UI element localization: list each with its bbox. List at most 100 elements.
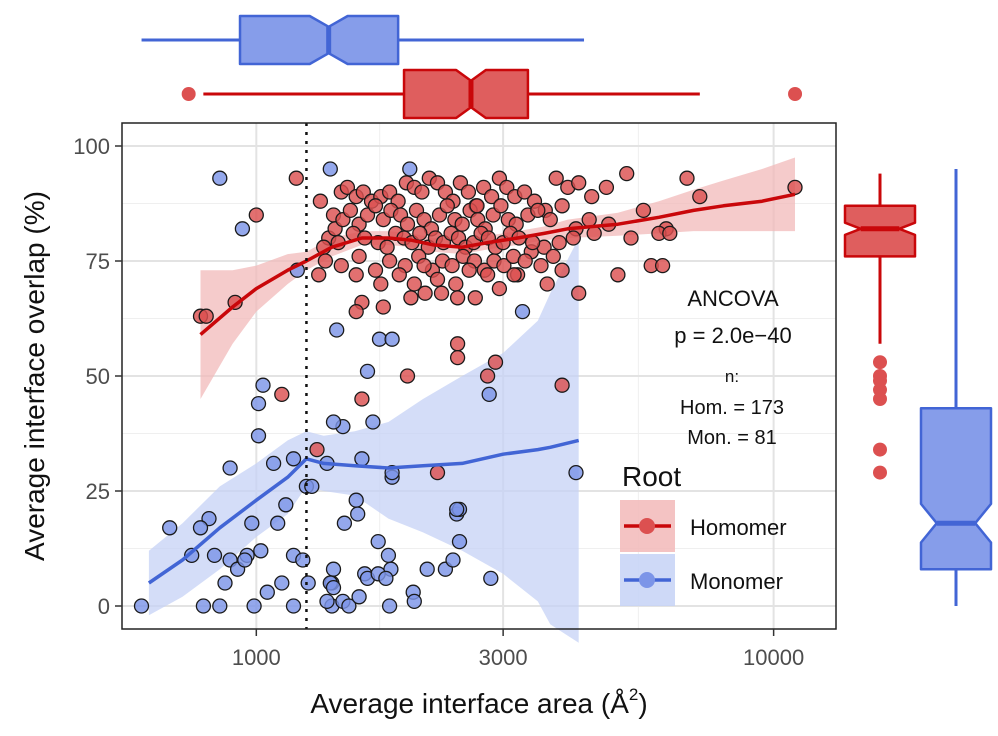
point-monomer — [402, 161, 418, 177]
point-monomer — [206, 547, 223, 564]
point-monomer — [481, 386, 497, 403]
y-tick-label: 75 — [86, 249, 110, 274]
smooth-line-monomer — [147, 438, 580, 585]
point-monomer — [381, 598, 398, 614]
point-homomer — [539, 276, 555, 292]
y-tick-label: 25 — [86, 479, 110, 504]
point-homomer — [571, 175, 587, 191]
point-homomer — [448, 276, 464, 292]
point-homomer — [439, 198, 455, 214]
point-monomer — [217, 575, 233, 591]
point-homomer — [517, 253, 533, 269]
point-homomer — [551, 234, 567, 251]
point-monomer — [325, 561, 342, 577]
point-homomer — [198, 308, 214, 324]
point-monomer — [329, 322, 345, 338]
point-homomer — [554, 377, 570, 393]
point-monomer — [250, 395, 267, 412]
point-homomer — [449, 349, 466, 366]
x-tick-label: 3000 — [479, 645, 528, 670]
point-homomer — [598, 179, 615, 196]
point-monomer — [300, 575, 316, 591]
point-homomer — [367, 262, 384, 278]
x-axis-ticks: 1000 3000 10000 — [232, 629, 804, 670]
point-homomer — [379, 239, 395, 255]
point-monomer — [351, 589, 367, 605]
point-homomer — [506, 267, 522, 283]
marginal-y-box-monomer — [919, 406, 993, 571]
point-homomer — [533, 257, 549, 274]
point-monomer — [285, 451, 302, 467]
point-monomer — [278, 497, 294, 513]
point-monomer — [380, 547, 397, 564]
y-tick-label: 50 — [86, 364, 110, 389]
point-homomer — [530, 202, 546, 219]
point-homomer — [399, 368, 416, 384]
legend-key-monomer-point — [639, 572, 655, 588]
point-homomer — [461, 262, 477, 278]
sample-counts: n: Hom. = 173 Mon. = 81 — [680, 367, 784, 449]
point-monomer — [336, 515, 353, 531]
legend-item-homomer: Homomer — [620, 500, 787, 552]
x-tick-label: 10000 — [743, 645, 804, 670]
legend-title: Root — [622, 461, 681, 492]
point-homomer — [274, 386, 290, 403]
point-monomer — [192, 520, 209, 536]
point-homomer — [542, 211, 558, 228]
point-monomer — [222, 460, 238, 476]
point-homomer — [584, 188, 600, 205]
point-homomer — [348, 303, 364, 320]
y-tick-label: 0 — [98, 594, 110, 619]
point-homomer — [311, 267, 327, 283]
point-homomer — [403, 290, 419, 306]
point-homomer — [787, 179, 803, 196]
point-homomer — [554, 262, 570, 278]
legend-label-homomer: Homomer — [690, 515, 787, 540]
point-monomer — [295, 552, 311, 568]
y-axis-label: Average interface overlap (%) — [19, 191, 50, 561]
marginal-y-outlier-homomer — [873, 442, 887, 457]
point-monomer — [325, 579, 342, 596]
smooth-lines — [147, 192, 796, 585]
band-monomer — [148, 238, 579, 643]
point-monomer — [253, 543, 269, 559]
point-monomer — [212, 598, 228, 614]
point-homomer — [391, 267, 407, 283]
point-homomer — [496, 257, 512, 274]
point-monomer — [445, 552, 461, 568]
point-monomer — [378, 570, 394, 587]
point-homomer — [339, 179, 356, 196]
point-homomer — [516, 184, 533, 200]
marginal-x-outlier-homomer — [181, 87, 196, 101]
point-homomer — [454, 216, 470, 232]
counts-monomer: Mon. = 81 — [687, 427, 777, 449]
counts-header: n: — [725, 367, 739, 386]
legend: Root Homomer Monomer — [620, 461, 787, 606]
point-homomer — [342, 202, 359, 219]
point-homomer — [581, 211, 597, 228]
point-homomer — [354, 391, 370, 407]
point-homomer — [312, 193, 329, 209]
y-tick-label: 100 — [73, 134, 110, 159]
point-homomer — [449, 290, 466, 306]
point-monomer — [384, 331, 400, 347]
point-homomer — [288, 170, 304, 186]
point-homomer — [375, 299, 391, 315]
point-homomer — [414, 184, 430, 200]
point-monomer — [341, 598, 357, 614]
point-homomer — [460, 184, 477, 200]
x-axis-label: Average interface area (Å2) — [310, 685, 647, 719]
point-homomer — [610, 267, 626, 283]
point-monomer — [285, 598, 302, 614]
point-monomer — [250, 428, 267, 444]
point-monomer — [348, 492, 364, 508]
point-homomer — [417, 285, 433, 301]
point-homomer — [348, 267, 364, 283]
point-homomer — [449, 336, 466, 352]
marginal-x-boxplots — [141, 14, 803, 120]
point-monomer — [259, 584, 275, 600]
point-homomer — [381, 253, 398, 269]
point-monomer — [359, 363, 376, 380]
point-homomer — [309, 441, 325, 458]
